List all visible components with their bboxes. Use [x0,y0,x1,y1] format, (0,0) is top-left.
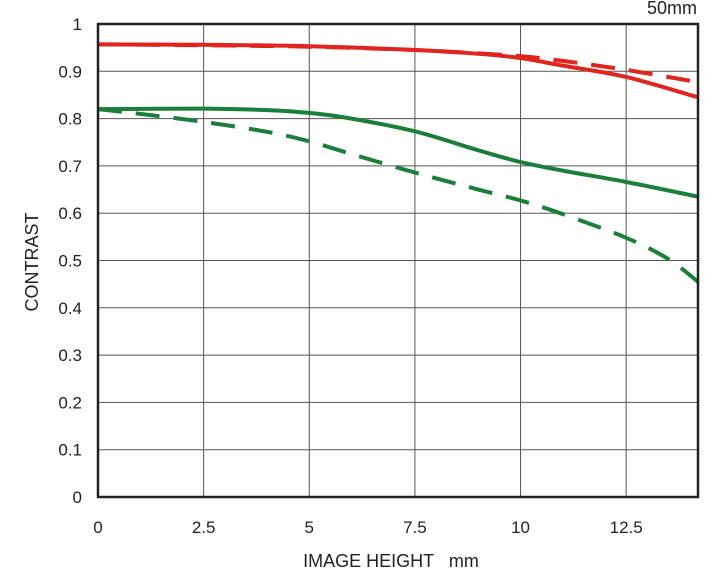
x-tick-label: 10 [511,518,530,537]
plot-frame [96,22,700,499]
x-tick-labels: 0 2.5 5 7.5 10 12.5 [93,518,642,537]
y-tick-label: 0.2 [58,393,82,412]
x-tick-label: 0 [93,518,102,537]
series-red-dashed [97,42,699,85]
chart-title: 50mm [647,0,697,18]
y-tick-labels: 0 0.1 0.2 0.3 0.4 0.5 0.6 0.7 0.8 0.9 1 [58,15,82,507]
x-axis-label: IMAGE HEIGHT mm [303,551,479,570]
x-tick-label: 2.5 [192,518,216,537]
x-tick-label: 5 [305,518,314,537]
y-tick-label: 1 [73,15,82,34]
y-tick-label: 0.1 [58,441,82,460]
y-axis-label: CONTRAST [22,212,42,311]
x-tick-label: 12.5 [610,518,643,537]
y-tick-label: 0.8 [58,110,82,129]
series-lines [97,42,700,284]
y-tick-label: 0.5 [58,252,82,271]
y-tick-label: 0.7 [58,157,82,176]
y-tick-label: 0.6 [58,204,82,223]
grid [97,23,698,498]
series-green-solid [97,106,699,199]
y-tick-label: 0 [73,488,82,507]
y-tick-label: 0.9 [58,62,82,81]
y-tick-label: 0.4 [58,299,82,318]
series-green-dashed [97,107,700,284]
x-tick-label: 7.5 [403,518,427,537]
y-tick-label: 0.3 [58,346,82,365]
